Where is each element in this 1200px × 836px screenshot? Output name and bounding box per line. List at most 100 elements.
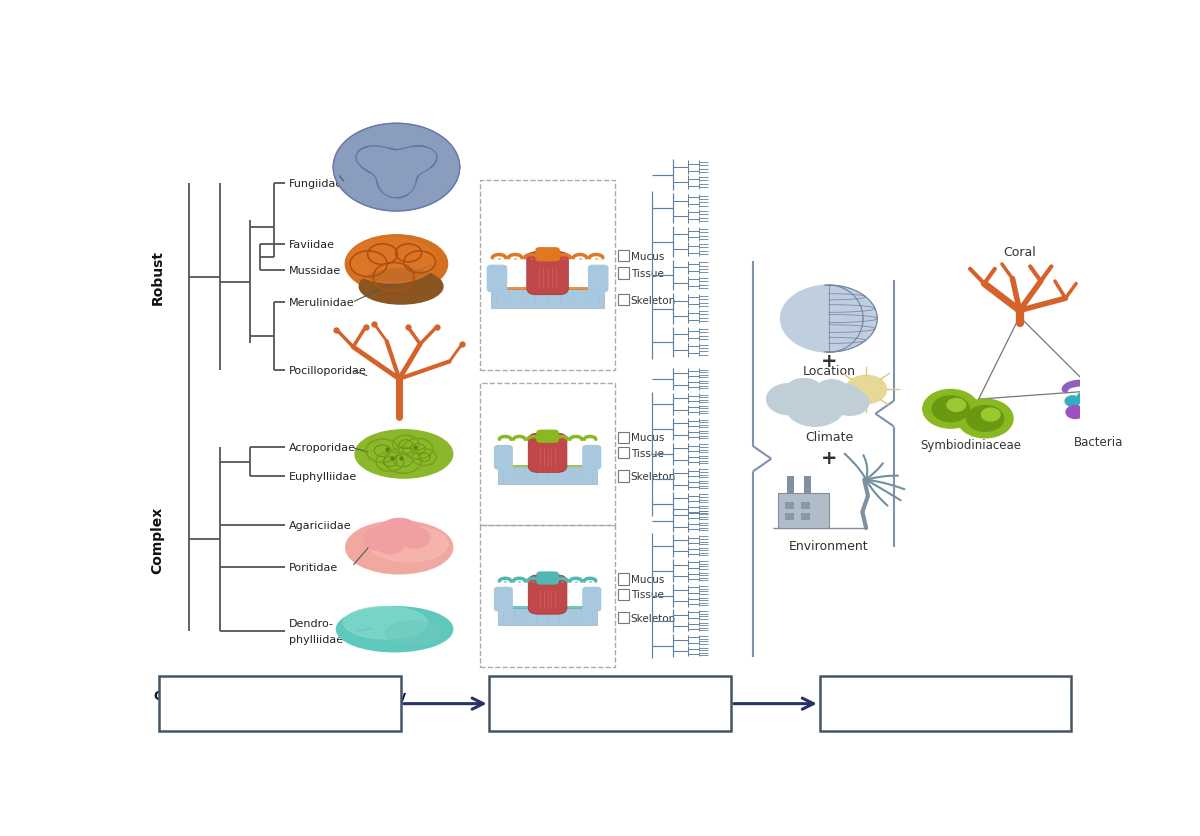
Bar xyxy=(785,513,794,520)
Bar xyxy=(498,465,596,467)
Ellipse shape xyxy=(370,527,448,562)
FancyBboxPatch shape xyxy=(528,434,566,473)
Circle shape xyxy=(1086,380,1102,390)
Circle shape xyxy=(923,390,979,429)
Ellipse shape xyxy=(359,269,443,304)
Ellipse shape xyxy=(346,236,448,293)
Text: Mucus: Mucus xyxy=(631,252,664,262)
Text: Mussidae: Mussidae xyxy=(288,266,341,276)
Bar xyxy=(802,513,810,520)
Circle shape xyxy=(1066,406,1085,419)
Text: Climate: Climate xyxy=(805,431,853,444)
Circle shape xyxy=(958,400,1013,438)
FancyBboxPatch shape xyxy=(582,587,601,612)
Bar xyxy=(802,502,810,509)
Text: Tissue: Tissue xyxy=(631,448,664,458)
Ellipse shape xyxy=(348,239,436,283)
Circle shape xyxy=(947,399,966,412)
Circle shape xyxy=(364,528,397,551)
Bar xyxy=(480,525,616,667)
Bar xyxy=(498,607,596,609)
Bar xyxy=(490,676,731,732)
Text: Acroporidae: Acroporidae xyxy=(288,443,355,453)
Text: Skeleton: Skeleton xyxy=(631,613,676,623)
Text: Coral holobiont diversity
number of configurations unknown: Coral holobiont diversity number of conf… xyxy=(823,689,1067,719)
Circle shape xyxy=(815,380,848,404)
Text: Complex: Complex xyxy=(150,506,164,573)
Bar xyxy=(618,589,629,600)
Bar xyxy=(785,502,794,509)
Text: Pocilloporidae: Pocilloporidae xyxy=(288,365,366,375)
Text: Location: Location xyxy=(803,364,856,377)
Circle shape xyxy=(846,376,887,404)
Circle shape xyxy=(376,535,404,554)
Circle shape xyxy=(767,385,811,415)
FancyBboxPatch shape xyxy=(588,265,608,293)
Bar xyxy=(618,447,629,459)
Bar xyxy=(491,288,604,290)
Text: Mucus: Mucus xyxy=(631,433,664,443)
Circle shape xyxy=(966,406,1003,432)
Circle shape xyxy=(379,518,420,547)
Ellipse shape xyxy=(355,431,452,478)
Bar xyxy=(618,294,629,306)
Bar xyxy=(618,268,629,279)
Circle shape xyxy=(1096,395,1111,405)
FancyBboxPatch shape xyxy=(494,446,512,470)
Text: Euphylliidae: Euphylliidae xyxy=(288,472,356,482)
Bar xyxy=(498,609,596,625)
Text: Robust: Robust xyxy=(150,250,164,305)
Text: Agariciidae: Agariciidae xyxy=(288,520,352,530)
Bar xyxy=(618,471,629,482)
FancyBboxPatch shape xyxy=(535,247,560,262)
Bar xyxy=(480,181,616,370)
Text: +: + xyxy=(821,448,838,467)
Circle shape xyxy=(400,528,430,548)
Circle shape xyxy=(982,409,1000,421)
Text: +: + xyxy=(821,351,838,370)
Text: Skeleton: Skeleton xyxy=(631,295,676,305)
FancyBboxPatch shape xyxy=(528,575,566,614)
Text: Coral: Coral xyxy=(1003,246,1036,259)
Ellipse shape xyxy=(385,621,442,644)
FancyBboxPatch shape xyxy=(527,252,569,295)
Circle shape xyxy=(1066,396,1080,407)
FancyBboxPatch shape xyxy=(494,587,512,612)
Circle shape xyxy=(780,286,877,353)
Ellipse shape xyxy=(343,607,427,639)
Text: Dendro-: Dendro- xyxy=(288,619,334,629)
Text: phylliidae: phylliidae xyxy=(288,635,343,644)
Bar xyxy=(618,612,629,624)
Bar xyxy=(491,289,604,309)
Text: Merulinidae: Merulinidae xyxy=(288,298,354,308)
Text: Faviidae: Faviidae xyxy=(288,240,335,250)
Circle shape xyxy=(832,390,869,415)
Bar xyxy=(804,477,811,493)
Text: Bacterial microbiome diversity
~ 10³ species per coral species: Bacterial microbiome diversity ~ 10³ spe… xyxy=(503,689,718,719)
FancyBboxPatch shape xyxy=(536,430,559,443)
Circle shape xyxy=(334,124,460,212)
Circle shape xyxy=(818,385,863,415)
Circle shape xyxy=(785,379,822,405)
Ellipse shape xyxy=(346,522,452,574)
Text: Poritidae: Poritidae xyxy=(288,562,338,572)
Circle shape xyxy=(785,385,845,426)
Text: Coral and Symbiodiniaceae diversity
~ 10³ species: Coral and Symbiodiniaceae diversity ~ 10… xyxy=(154,689,407,719)
Bar xyxy=(160,676,401,732)
Bar xyxy=(498,467,596,484)
Bar xyxy=(778,493,829,528)
Text: Symbiodiniaceae: Symbiodiniaceae xyxy=(920,438,1021,451)
Text: Tissue: Tissue xyxy=(631,268,664,278)
Ellipse shape xyxy=(336,607,452,652)
Text: Environment: Environment xyxy=(790,539,869,553)
Bar xyxy=(618,251,629,263)
Bar xyxy=(820,676,1070,732)
Text: Bacteria: Bacteria xyxy=(1074,435,1123,448)
Bar xyxy=(787,477,794,493)
Text: Fungiidae: Fungiidae xyxy=(288,179,343,189)
Circle shape xyxy=(932,396,970,422)
FancyBboxPatch shape xyxy=(536,572,559,585)
Bar xyxy=(618,573,629,585)
Circle shape xyxy=(1086,390,1102,400)
Text: Tissue: Tissue xyxy=(631,589,664,599)
